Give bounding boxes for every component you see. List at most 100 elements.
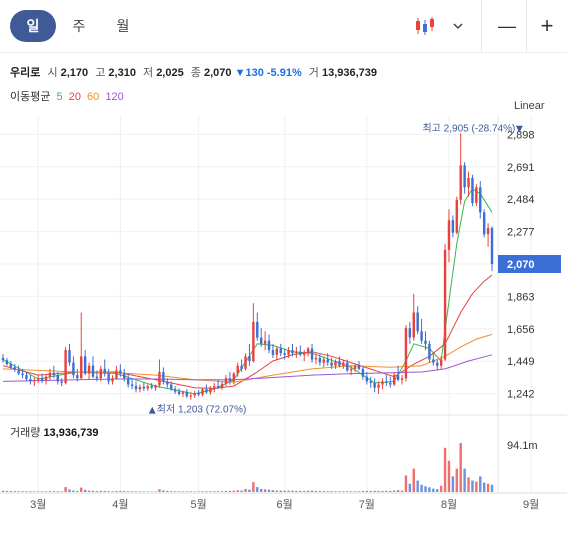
volume-bar <box>377 490 380 492</box>
volume-bar <box>322 491 325 492</box>
chevron-down-icon[interactable] <box>448 10 468 42</box>
x-tick-label: 5월 <box>190 498 206 511</box>
volume-bar <box>162 490 165 492</box>
candle-body <box>479 187 482 213</box>
tab-daily[interactable]: 일 <box>10 10 56 42</box>
volume-bar <box>154 491 157 493</box>
candle-body <box>287 350 290 355</box>
current-price-label: 2,070 <box>507 259 535 271</box>
candle-body <box>326 359 329 363</box>
candle-body <box>252 321 255 362</box>
candle-body <box>322 359 325 363</box>
candle-body <box>224 378 228 384</box>
volume-bar <box>346 491 349 492</box>
candle-body <box>240 365 243 369</box>
volume-bar <box>404 475 408 492</box>
volume-bar <box>173 491 177 492</box>
candlestick-icon[interactable] <box>408 10 442 42</box>
volume-bar <box>392 490 396 492</box>
price-axis: 2,898 2,691 2,484 2,277 1,863 1,656 1,449 1,242… <box>498 129 561 452</box>
tab-monthly[interactable]: 월 <box>116 18 130 34</box>
candle-body <box>130 384 134 387</box>
candle-body <box>436 362 439 366</box>
candle-body <box>412 312 415 338</box>
volume-bar <box>119 491 122 492</box>
candle-body <box>318 357 322 363</box>
scale-mode-toggle[interactable]: Linear <box>514 100 545 112</box>
candle-body <box>158 372 161 386</box>
volume-bar <box>291 490 294 492</box>
volume-bar <box>134 491 138 492</box>
candle-body <box>146 386 149 389</box>
volume-bar <box>303 490 306 492</box>
tab-weekly[interactable]: 주 <box>72 18 86 34</box>
candle-body <box>279 348 282 354</box>
candles <box>1 133 494 400</box>
volume-bar <box>64 487 67 492</box>
candle-body <box>432 359 435 363</box>
zoom-out-button[interactable]: — <box>498 15 516 36</box>
candle-body <box>5 360 9 365</box>
candle-body <box>72 362 75 376</box>
volume-bar <box>373 490 376 492</box>
candle-body <box>424 340 427 344</box>
x-tick-label: 9월 <box>523 498 539 511</box>
volume-bar <box>52 491 56 492</box>
zoom-in-button[interactable]: + <box>540 13 554 38</box>
volume-bar <box>40 491 44 492</box>
candle-body <box>232 373 236 382</box>
volume-bars <box>1 443 494 493</box>
volume-bar <box>138 491 142 492</box>
candle-body <box>80 356 83 379</box>
volume-bar <box>463 468 466 492</box>
volume-bar <box>13 491 16 492</box>
candle-body <box>220 383 224 388</box>
volume-bar <box>130 491 134 492</box>
volume-bar <box>5 490 9 492</box>
volume-bar <box>467 477 470 492</box>
stock-name: 우리로 <box>10 67 41 79</box>
candle-body <box>60 381 63 383</box>
y-tick-label: 2,277 <box>507 227 535 239</box>
volume-bar <box>412 468 415 492</box>
candle-body <box>216 386 220 388</box>
volume-bar <box>228 490 232 492</box>
candle-body <box>392 375 396 385</box>
volume-bar <box>310 490 314 492</box>
candle-body <box>271 350 275 355</box>
candle-body <box>361 368 365 377</box>
candle-body <box>490 228 494 264</box>
candle-body <box>451 220 455 233</box>
candle-body <box>36 378 40 380</box>
volume-bar <box>420 484 423 492</box>
candle-body <box>201 389 204 395</box>
candle-body <box>138 386 142 390</box>
candle-body <box>299 351 302 355</box>
volume-bar <box>17 491 20 492</box>
ma-20-label: 20 <box>68 91 81 103</box>
volume-bar <box>279 490 282 492</box>
candle-body <box>87 365 91 374</box>
candle-body <box>377 384 380 388</box>
candle-body <box>256 321 259 338</box>
candle-body <box>193 393 196 396</box>
candle-body <box>475 187 478 203</box>
y-tick-label: 1,863 <box>507 291 535 303</box>
volume-bar <box>107 491 110 492</box>
candle-body <box>162 372 165 382</box>
candle-body <box>56 375 59 382</box>
divider <box>481 0 482 52</box>
volume-panel-label: 거래량 <box>10 427 41 439</box>
moving-average-legend[interactable]: 이동평균 5 20 60 120 <box>10 88 124 104</box>
candle-body <box>17 369 20 374</box>
ma-60-label: 60 <box>87 91 100 103</box>
volume-bar <box>252 482 255 492</box>
volume-bar <box>123 491 126 492</box>
candle-body <box>236 365 239 374</box>
candle-body <box>170 384 173 390</box>
divider <box>526 0 527 52</box>
volume-panel-value: 13,936,739 <box>43 427 99 439</box>
low-label: 저 <box>143 67 154 79</box>
volume-bar <box>33 491 36 492</box>
